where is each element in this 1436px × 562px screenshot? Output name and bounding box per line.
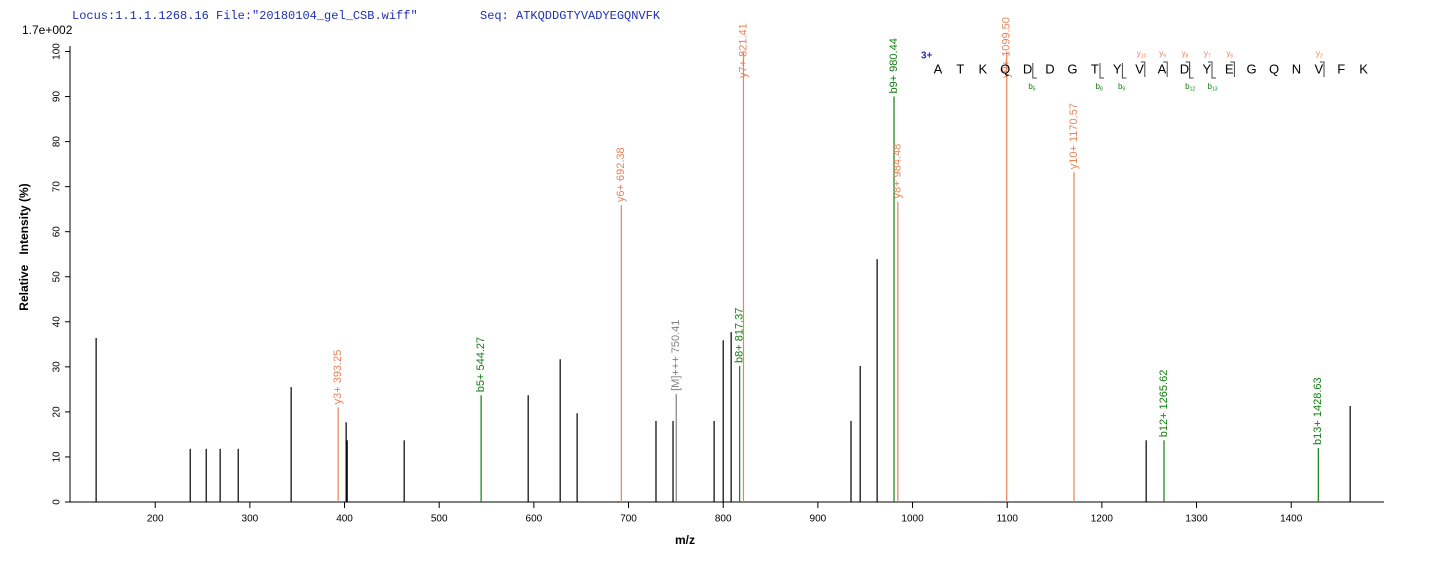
ion-number: 10 bbox=[1141, 53, 1147, 59]
ion-type: y bbox=[1159, 49, 1163, 58]
residue: T bbox=[1091, 61, 1099, 76]
peak-label: b13+ 1428.63 bbox=[1312, 377, 1324, 445]
x-tick-label: 600 bbox=[526, 514, 543, 525]
residue: Y bbox=[1113, 61, 1122, 76]
charge: 3+ bbox=[921, 51, 933, 62]
ion-bracket bbox=[1099, 63, 1104, 79]
ion-number: 13 bbox=[1212, 86, 1218, 92]
residue: Q bbox=[1269, 61, 1279, 76]
ion-type: y bbox=[1204, 49, 1208, 58]
residue: T bbox=[956, 61, 964, 76]
y-tick-label: 100 bbox=[52, 43, 63, 60]
peak-label: y6+ 692.38 bbox=[615, 147, 627, 202]
y-tick-label: 60 bbox=[52, 226, 63, 238]
y-tick-label: 50 bbox=[52, 271, 63, 283]
x-tick-label: 1300 bbox=[1185, 514, 1208, 525]
residue: K bbox=[1359, 61, 1368, 76]
peak-label: y3+ 393.25 bbox=[332, 350, 344, 405]
ion-type: y bbox=[1226, 49, 1230, 58]
ion-number: 2 bbox=[1320, 53, 1323, 59]
locus: Locus:1.1.1.1268.16 File:"20180104_gel_C… bbox=[72, 9, 418, 23]
x-tick-label: 1200 bbox=[1091, 514, 1114, 525]
residue: V bbox=[1314, 61, 1323, 76]
ion-number: 9 bbox=[1163, 53, 1166, 59]
peak-label: b5+ 544.27 bbox=[475, 337, 487, 392]
residue: G bbox=[1067, 61, 1077, 76]
y-tick-label: 70 bbox=[52, 181, 63, 193]
ion-type: y bbox=[1316, 49, 1320, 58]
x-tick-label: 200 bbox=[147, 514, 164, 525]
y-tick-label: 10 bbox=[52, 451, 63, 463]
x-tick-label: 800 bbox=[715, 514, 732, 525]
ion-bracket bbox=[1320, 61, 1325, 77]
ion-number: 8 bbox=[1186, 53, 1189, 59]
ion-bracket bbox=[1032, 63, 1037, 79]
peak-label: y7+ 821.41 bbox=[737, 23, 749, 78]
ion-type: y bbox=[1182, 49, 1186, 58]
peak-label: [M]+++ 750.41 bbox=[670, 320, 682, 391]
residue: K bbox=[978, 61, 987, 76]
residue: A bbox=[1158, 61, 1167, 76]
ion-bracket bbox=[1121, 63, 1127, 79]
x-tick-label: 400 bbox=[336, 514, 353, 525]
residue: D bbox=[1180, 61, 1189, 76]
ion-bracket bbox=[1163, 61, 1168, 77]
residue: G bbox=[1247, 61, 1257, 76]
ion-bracket bbox=[1211, 63, 1216, 79]
ion-bracket bbox=[1230, 61, 1235, 77]
x-tick-label: 500 bbox=[431, 514, 448, 525]
x-tick-label: 1000 bbox=[901, 514, 924, 525]
sequence-header: Seq: ATKQDDGTYVADYEGQNVFK bbox=[480, 9, 661, 23]
x-tick-label: 300 bbox=[242, 514, 259, 525]
peak-label: b8+ 817.37 bbox=[734, 308, 746, 363]
peak-label: y10+ 1170.57 bbox=[1068, 103, 1080, 169]
ion-type: y bbox=[1137, 49, 1141, 58]
ion-number: 7 bbox=[1208, 53, 1211, 59]
y-tick-label: 30 bbox=[52, 361, 63, 373]
residue: V bbox=[1135, 61, 1144, 76]
x-tick-label: 900 bbox=[810, 514, 827, 525]
y-axis-title: Relative Intensity (%) bbox=[17, 183, 31, 310]
peak-label: y8+ 984.48 bbox=[892, 144, 904, 199]
residue: Y bbox=[1202, 61, 1211, 76]
peak-label: b12+ 1265.62 bbox=[1158, 370, 1170, 438]
ion-type: b bbox=[1208, 82, 1213, 91]
residue: D bbox=[1045, 61, 1054, 76]
ion-number: 6 bbox=[1230, 53, 1233, 59]
y-tick-label: 90 bbox=[52, 91, 63, 103]
y-tick-label: 80 bbox=[52, 136, 63, 148]
ion-number: 5 bbox=[1033, 86, 1036, 92]
residue: N bbox=[1292, 61, 1301, 76]
y-tick-label: 40 bbox=[52, 316, 63, 328]
peak-label: y9+ 1099.50 bbox=[1001, 17, 1013, 78]
x-axis-title: m/z bbox=[675, 533, 695, 547]
ion-number: 12 bbox=[1190, 86, 1196, 92]
residue: F bbox=[1337, 61, 1345, 76]
ion-type: b bbox=[1028, 82, 1033, 91]
x-tick-label: 1400 bbox=[1280, 514, 1303, 525]
ion-type: b bbox=[1118, 82, 1123, 91]
ion-type: b bbox=[1096, 82, 1101, 91]
ion-number: 8 bbox=[1100, 86, 1103, 92]
ion-number: 9 bbox=[1122, 86, 1125, 92]
residue: E bbox=[1225, 61, 1234, 76]
x-tick-label: 700 bbox=[620, 514, 637, 525]
ion-type: b bbox=[1185, 82, 1190, 91]
max-intensity: 1.7e+002 bbox=[22, 23, 73, 37]
residue: A bbox=[934, 61, 943, 76]
residue: Q bbox=[1000, 61, 1010, 76]
ion-bracket bbox=[1189, 63, 1194, 79]
residue: D bbox=[1023, 61, 1032, 76]
y-tick-label: 0 bbox=[52, 499, 63, 505]
x-tick-label: 1100 bbox=[996, 514, 1018, 525]
ion-bracket bbox=[1140, 61, 1146, 77]
peak-label: b9+ 980.44 bbox=[888, 38, 900, 93]
y-tick-label: 20 bbox=[52, 406, 63, 418]
